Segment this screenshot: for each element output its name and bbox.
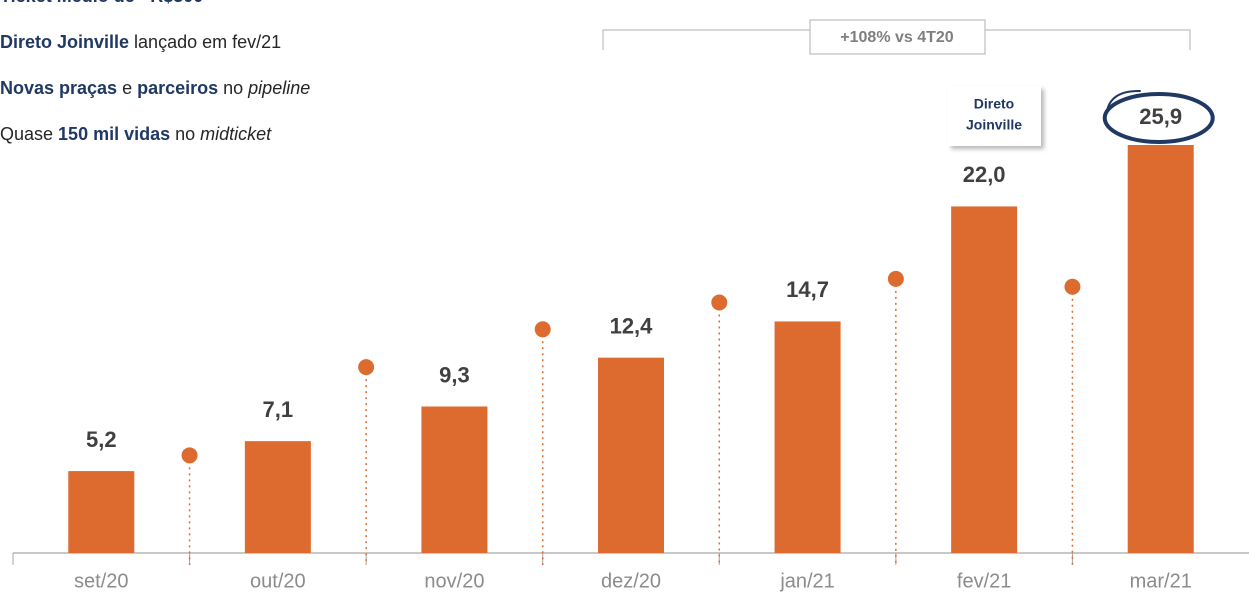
value-label: 9,3 xyxy=(439,362,470,387)
value-label: 5,2 xyxy=(86,427,117,452)
callout: Direto xyxy=(974,96,1014,112)
x-tick-label: nov/20 xyxy=(424,570,484,592)
bar xyxy=(951,206,1018,554)
annotation-box xyxy=(809,19,986,55)
note: Direto Joinville lançado em fev/21 xyxy=(0,32,281,52)
x-tick-label: dez/20 xyxy=(601,570,661,592)
annotation: +108% vs 4T20 xyxy=(840,29,954,46)
note-segment: no xyxy=(170,124,200,144)
bar xyxy=(244,441,311,553)
note-segment: pipeline xyxy=(247,78,310,98)
marker xyxy=(1064,278,1081,295)
marker xyxy=(358,359,375,376)
value-label: 7,1 xyxy=(263,397,294,422)
bar xyxy=(1127,145,1194,553)
note-segment: e xyxy=(117,78,137,98)
note: Novas praças e parceiros no pipeline xyxy=(0,78,310,98)
note-segment: Ticket Médio de ~R$300 xyxy=(0,0,203,6)
note-segment: Direto Joinville xyxy=(0,32,129,52)
value-label: 25,9 xyxy=(1139,104,1182,129)
note-segment: 150 mil vidas xyxy=(58,124,170,144)
bar xyxy=(774,321,841,553)
note-segment: midticket xyxy=(200,124,272,144)
bar xyxy=(598,357,664,553)
marker xyxy=(887,270,904,287)
note-segment: parceiros xyxy=(137,78,218,98)
x-tick-label: out/20 xyxy=(250,570,306,592)
x-tick-label: jan/21 xyxy=(779,570,835,592)
note-segment: Novas praças xyxy=(0,78,117,98)
x-tick-label: set/20 xyxy=(74,570,128,592)
value-label: 22,0 xyxy=(963,162,1006,187)
value-label: 14,7 xyxy=(786,277,829,302)
bar xyxy=(68,471,135,553)
marker xyxy=(534,321,551,338)
note-segment: Quase xyxy=(0,124,58,144)
note: Ticket Médio de ~R$300 xyxy=(0,0,203,6)
callout: Joinville xyxy=(966,117,1022,133)
highlight-tail xyxy=(1105,89,1141,113)
callout-box xyxy=(948,86,1041,146)
marker xyxy=(181,447,198,464)
note: Quase 150 mil vidas no midticket xyxy=(0,124,272,144)
x-tick-label: fev/21 xyxy=(957,570,1011,592)
bar xyxy=(421,406,488,553)
note-segment: no xyxy=(218,78,248,98)
highlight-ring xyxy=(1102,92,1215,144)
x-tick-label: mar/21 xyxy=(1130,570,1192,592)
marker xyxy=(711,294,728,311)
value-label: 12,4 xyxy=(610,313,654,338)
note-segment: lançado em fev/21 xyxy=(129,32,281,52)
